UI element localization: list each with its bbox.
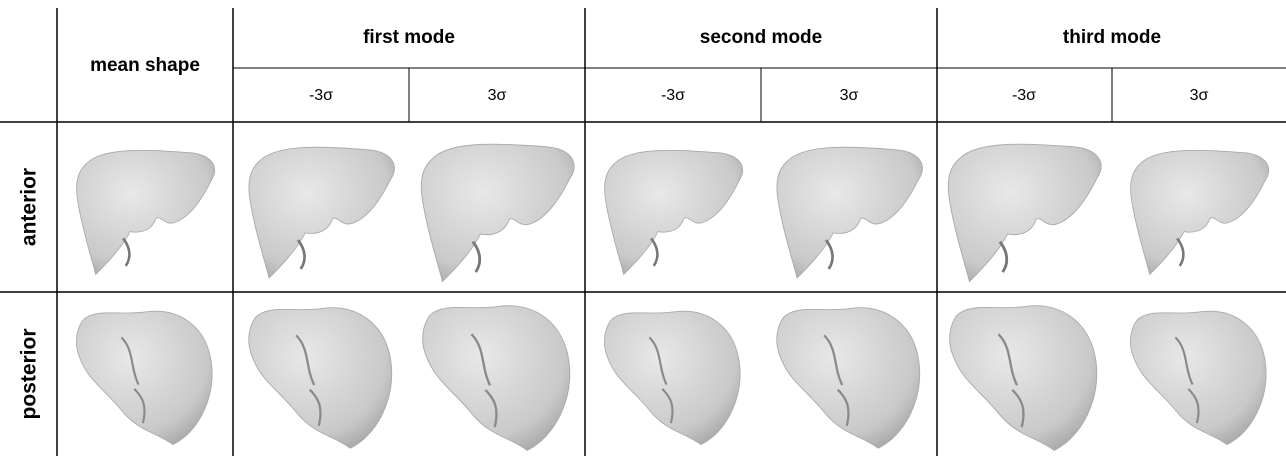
liver-render	[777, 308, 920, 449]
header: third mode	[1063, 27, 1161, 48]
liver-render	[1131, 150, 1269, 274]
liver-render	[423, 306, 570, 451]
figure: mean shape first mode second mode third …	[0, 0, 1286, 456]
row-label: posterior	[18, 328, 41, 419]
liver-render	[604, 311, 740, 444]
liver-render	[777, 147, 922, 278]
liver-render	[421, 144, 574, 281]
liver-render	[950, 306, 1097, 451]
liver-render	[249, 308, 392, 449]
header: first mode	[363, 27, 455, 48]
subheader: -3σ	[661, 87, 685, 104]
subheader: -3σ	[1012, 87, 1036, 104]
header: second mode	[700, 27, 822, 48]
liver-render	[1130, 311, 1266, 444]
subheader: 3σ	[1190, 87, 1209, 104]
liver-render	[249, 147, 394, 278]
liver-render	[948, 144, 1101, 281]
subheader: -3σ	[309, 87, 333, 104]
header: mean shape	[90, 55, 200, 76]
liver-render	[76, 311, 212, 444]
subheader: 3σ	[840, 87, 859, 104]
shapes	[76, 144, 1268, 450]
row-label: anterior	[18, 168, 41, 246]
subheader: 3σ	[488, 87, 507, 104]
liver-render	[77, 150, 215, 274]
liver-render	[605, 150, 743, 274]
